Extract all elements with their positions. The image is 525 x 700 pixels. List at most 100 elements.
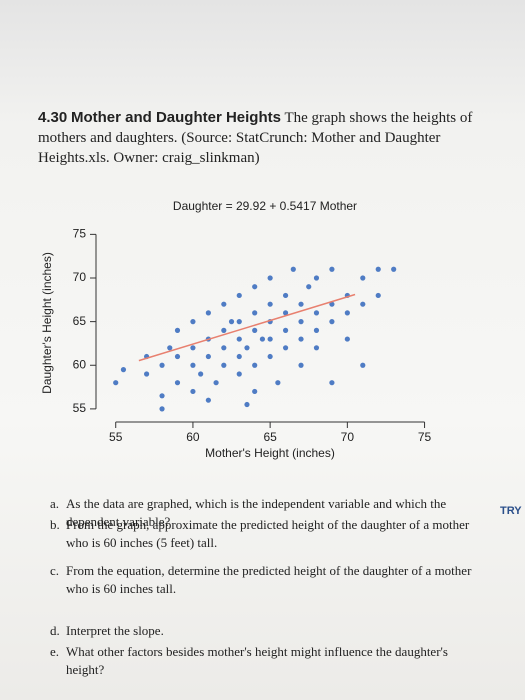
data-point (244, 401, 250, 408)
data-point (190, 388, 196, 395)
data-point (190, 345, 196, 351)
data-point (259, 336, 266, 342)
data-point (221, 301, 227, 307)
data-point (228, 319, 235, 325)
data-point (159, 362, 165, 368)
x-tick-label: 70 (341, 430, 355, 444)
chart-title: Daughter = 29.92 + 0.5417 Mother (173, 199, 357, 213)
question-label: b. (50, 517, 60, 532)
data-point (313, 327, 320, 333)
question-label: c. (50, 563, 60, 578)
data-point (329, 301, 335, 307)
data-point (391, 266, 397, 272)
data-point (267, 301, 273, 307)
data-point (236, 292, 242, 299)
question-text: Interpret the slope. (66, 623, 164, 638)
data-point (221, 362, 227, 368)
data-point (244, 345, 250, 351)
data-point (267, 336, 273, 342)
x-tick-label: 65 (263, 430, 277, 444)
problem-text: The graph shows the heights of mothers a… (38, 110, 473, 166)
data-point (298, 301, 304, 307)
data-point (174, 327, 181, 333)
data-point (236, 371, 242, 377)
data-point (174, 380, 181, 386)
question: b. From the graph, approximate the predic… (50, 516, 480, 552)
data-point (120, 367, 127, 373)
data-point (221, 327, 227, 333)
data-point (360, 275, 366, 281)
x-axis-label: Mother's Height (inches) (205, 446, 335, 460)
question-label: d. (50, 623, 60, 638)
problem-number: 4.30 (38, 109, 68, 126)
question-text: What other factors besides mother's heig… (66, 644, 448, 677)
data-point (267, 275, 273, 281)
data-point (275, 380, 281, 386)
data-point (190, 362, 196, 368)
question-text: As the data are graphed, which is the in… (66, 496, 447, 529)
data-point (298, 319, 304, 325)
x-tick-label: 75 (418, 430, 432, 444)
data-point (298, 362, 304, 368)
question: c. From the equation, determine the predi… (50, 562, 480, 598)
data-point (113, 380, 119, 386)
data-point (205, 353, 211, 360)
x-tick-label: 60 (186, 430, 200, 444)
data-point (221, 345, 227, 351)
regression-line (138, 293, 356, 362)
data-point (236, 319, 242, 325)
y-axis-label: Daughter's Height (inches) (40, 252, 54, 394)
problem-header: 4.30 Mother and Daughter Heights The gra… (38, 108, 488, 168)
data-point (329, 319, 335, 325)
data-point (290, 266, 296, 272)
y-tick-label: 75 (73, 227, 87, 241)
question-label: a. (50, 496, 60, 511)
data-point (282, 327, 289, 333)
data-point (313, 275, 320, 281)
question: e. What other factors besides mother's he… (50, 643, 480, 679)
question: d. Interpret the slope. (50, 622, 480, 640)
data-point (360, 362, 366, 368)
question-text: From the equation, determine the predict… (66, 563, 472, 596)
data-point (298, 336, 304, 342)
data-point (252, 327, 258, 333)
side-note: TRY (500, 505, 522, 517)
data-point (267, 353, 273, 360)
data-point (329, 380, 335, 386)
data-point (306, 284, 312, 290)
data-point (252, 310, 258, 316)
y-tick-label: 70 (73, 270, 87, 284)
data-point (205, 397, 211, 403)
data-point (252, 284, 258, 290)
data-point (375, 292, 381, 299)
data-point (282, 292, 289, 299)
data-point (144, 371, 150, 377)
data-point (174, 353, 181, 360)
data-point (205, 310, 211, 316)
data-point (252, 388, 258, 395)
data-point (313, 345, 320, 351)
data-point (236, 336, 242, 342)
data-point (375, 266, 381, 272)
y-tick-label: 65 (73, 314, 87, 328)
data-point (329, 266, 335, 272)
problem-title: Mother and Daughter Heights (70, 109, 281, 126)
data-point (282, 310, 289, 316)
data-point (313, 310, 320, 316)
data-point (167, 345, 173, 351)
data-point (252, 362, 258, 368)
question-text: From the graph, approximate the predicte… (66, 517, 470, 550)
data-point (360, 301, 366, 307)
question: a. As the data are graphed, which is the … (50, 495, 480, 531)
data-point (190, 319, 196, 325)
data-point (159, 406, 165, 412)
data-point (213, 380, 219, 386)
x-tick-label: 55 (109, 430, 123, 444)
data-point (236, 353, 242, 360)
y-tick-label: 60 (73, 357, 87, 371)
data-point (344, 336, 350, 342)
data-point (282, 345, 289, 351)
data-point (198, 371, 204, 377)
